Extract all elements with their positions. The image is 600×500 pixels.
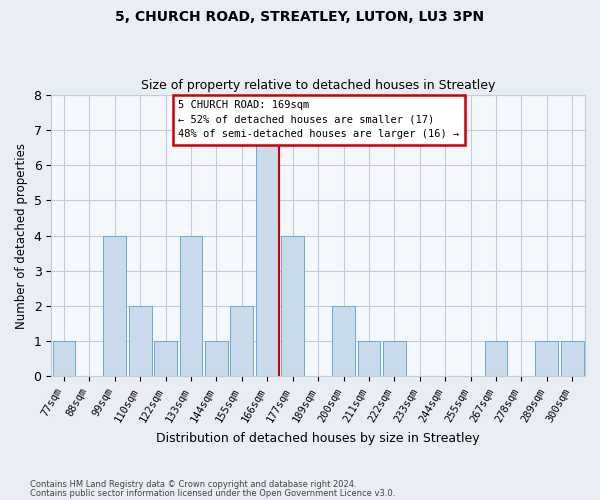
Text: Contains HM Land Registry data © Crown copyright and database right 2024.: Contains HM Land Registry data © Crown c… [30, 480, 356, 489]
Bar [256, 130, 279, 376]
Bar [485, 341, 508, 376]
Bar [179, 236, 202, 376]
Bar [535, 341, 559, 376]
Bar [281, 236, 304, 376]
Bar [205, 341, 228, 376]
Bar [332, 306, 355, 376]
Bar [358, 341, 380, 376]
Bar [230, 306, 253, 376]
Bar [53, 341, 76, 376]
Text: 5 CHURCH ROAD: 169sqm
← 52% of detached houses are smaller (17)
48% of semi-deta: 5 CHURCH ROAD: 169sqm ← 52% of detached … [178, 100, 460, 140]
Bar [103, 236, 126, 376]
Bar [129, 306, 152, 376]
Y-axis label: Number of detached properties: Number of detached properties [15, 142, 28, 328]
X-axis label: Distribution of detached houses by size in Streatley: Distribution of detached houses by size … [157, 432, 480, 445]
Title: Size of property relative to detached houses in Streatley: Size of property relative to detached ho… [141, 79, 496, 92]
Bar [154, 341, 177, 376]
Bar [561, 341, 584, 376]
Text: Contains public sector information licensed under the Open Government Licence v3: Contains public sector information licen… [30, 488, 395, 498]
Text: 5, CHURCH ROAD, STREATLEY, LUTON, LU3 3PN: 5, CHURCH ROAD, STREATLEY, LUTON, LU3 3P… [115, 10, 485, 24]
Bar [383, 341, 406, 376]
